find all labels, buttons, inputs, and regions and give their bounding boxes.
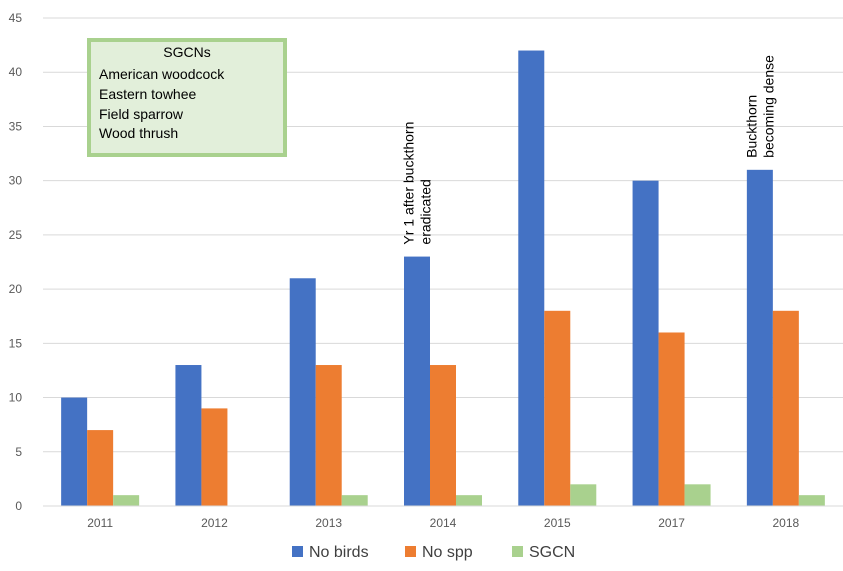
bar-no-spp-2014 bbox=[430, 365, 456, 506]
y-tick-label: 0 bbox=[15, 499, 22, 513]
legend-label: No spp bbox=[422, 544, 473, 561]
legend-label: No birds bbox=[309, 544, 369, 561]
y-tick-label: 5 bbox=[15, 445, 22, 459]
bars bbox=[61, 50, 825, 507]
x-tick-label: 2011 bbox=[87, 516, 113, 530]
x-tick-label: 2015 bbox=[544, 516, 571, 530]
sgcn-textbox-item: Field sparrow bbox=[99, 106, 184, 122]
y-tick-label: 35 bbox=[9, 119, 23, 133]
bar-no-spp-2011 bbox=[87, 430, 114, 506]
annotation-line: becoming dense bbox=[760, 55, 776, 158]
y-tick-label: 25 bbox=[9, 228, 23, 242]
bar-no-spp-2017 bbox=[658, 332, 685, 506]
bar-no-spp-2013 bbox=[315, 365, 342, 506]
x-tick-label: 2012 bbox=[201, 516, 228, 530]
annotation-2018: Buckthorn becoming dense bbox=[743, 55, 776, 158]
legend-label: SGCN bbox=[529, 544, 575, 561]
bar-no-birds-2015 bbox=[518, 50, 545, 507]
bar-no-spp-2012 bbox=[201, 408, 228, 506]
bar-no-spp-2018 bbox=[772, 310, 799, 506]
bar-no-birds-2018 bbox=[746, 169, 773, 507]
axes: 0 5 10 15 20 25 30 35 40 45 2011 2012 2013 2014 2015 20… bbox=[9, 11, 843, 530]
legend-swatch bbox=[405, 546, 416, 557]
annotation-line: Yr 1 after buckthorn bbox=[401, 122, 417, 245]
y-tick-label: 40 bbox=[9, 65, 23, 79]
sgcn-textbox: SGCNs American woodcock Eastern towhee F… bbox=[87, 38, 287, 157]
bar-sgcn-2015 bbox=[570, 484, 597, 506]
bar-sgcn-2018 bbox=[798, 495, 825, 506]
annotation-line: Buckthorn bbox=[743, 95, 759, 158]
sgcn-textbox-title: SGCNs bbox=[163, 44, 210, 60]
bar-no-birds-2011 bbox=[61, 397, 88, 506]
bar-no-birds-2012 bbox=[175, 365, 202, 506]
x-tick-label: 2017 bbox=[658, 516, 685, 530]
legend: No birds No spp SGCN bbox=[292, 544, 575, 561]
bar-no-spp-2015 bbox=[544, 310, 571, 506]
x-tick-label: 2018 bbox=[773, 516, 800, 530]
legend-swatch bbox=[512, 546, 523, 557]
y-tick-label: 45 bbox=[9, 11, 23, 25]
bar-sgcn-2014 bbox=[456, 495, 482, 506]
y-tick-label: 15 bbox=[9, 336, 23, 350]
annotations: Yr 1 after buckthorn eradicated Buckthorn b… bbox=[401, 55, 777, 245]
annotation-2014: Yr 1 after buckthorn eradicated bbox=[401, 122, 434, 245]
sgcn-textbox-frame bbox=[87, 38, 287, 157]
y-tick-label: 30 bbox=[9, 174, 23, 188]
bar-sgcn-2017 bbox=[684, 484, 711, 506]
y-tick-label: 10 bbox=[9, 391, 23, 405]
bar-sgcn-2011 bbox=[113, 495, 140, 506]
x-tick-label: 2013 bbox=[315, 516, 342, 530]
sgcn-textbox-item: Eastern towhee bbox=[99, 86, 196, 102]
sgcn-textbox-item: American woodcock bbox=[99, 66, 225, 82]
y-tick-label: 20 bbox=[9, 282, 23, 296]
sgcn-textbox-item: Wood thrush bbox=[99, 125, 178, 141]
bar-no-birds-2013 bbox=[289, 278, 316, 506]
legend-swatch bbox=[292, 546, 303, 557]
bar-no-birds-2017 bbox=[632, 180, 659, 506]
annotation-line: eradicated bbox=[418, 179, 434, 244]
bar-no-birds-2014 bbox=[404, 256, 430, 506]
x-tick-label: 2014 bbox=[430, 516, 457, 530]
bar-sgcn-2013 bbox=[341, 495, 368, 506]
